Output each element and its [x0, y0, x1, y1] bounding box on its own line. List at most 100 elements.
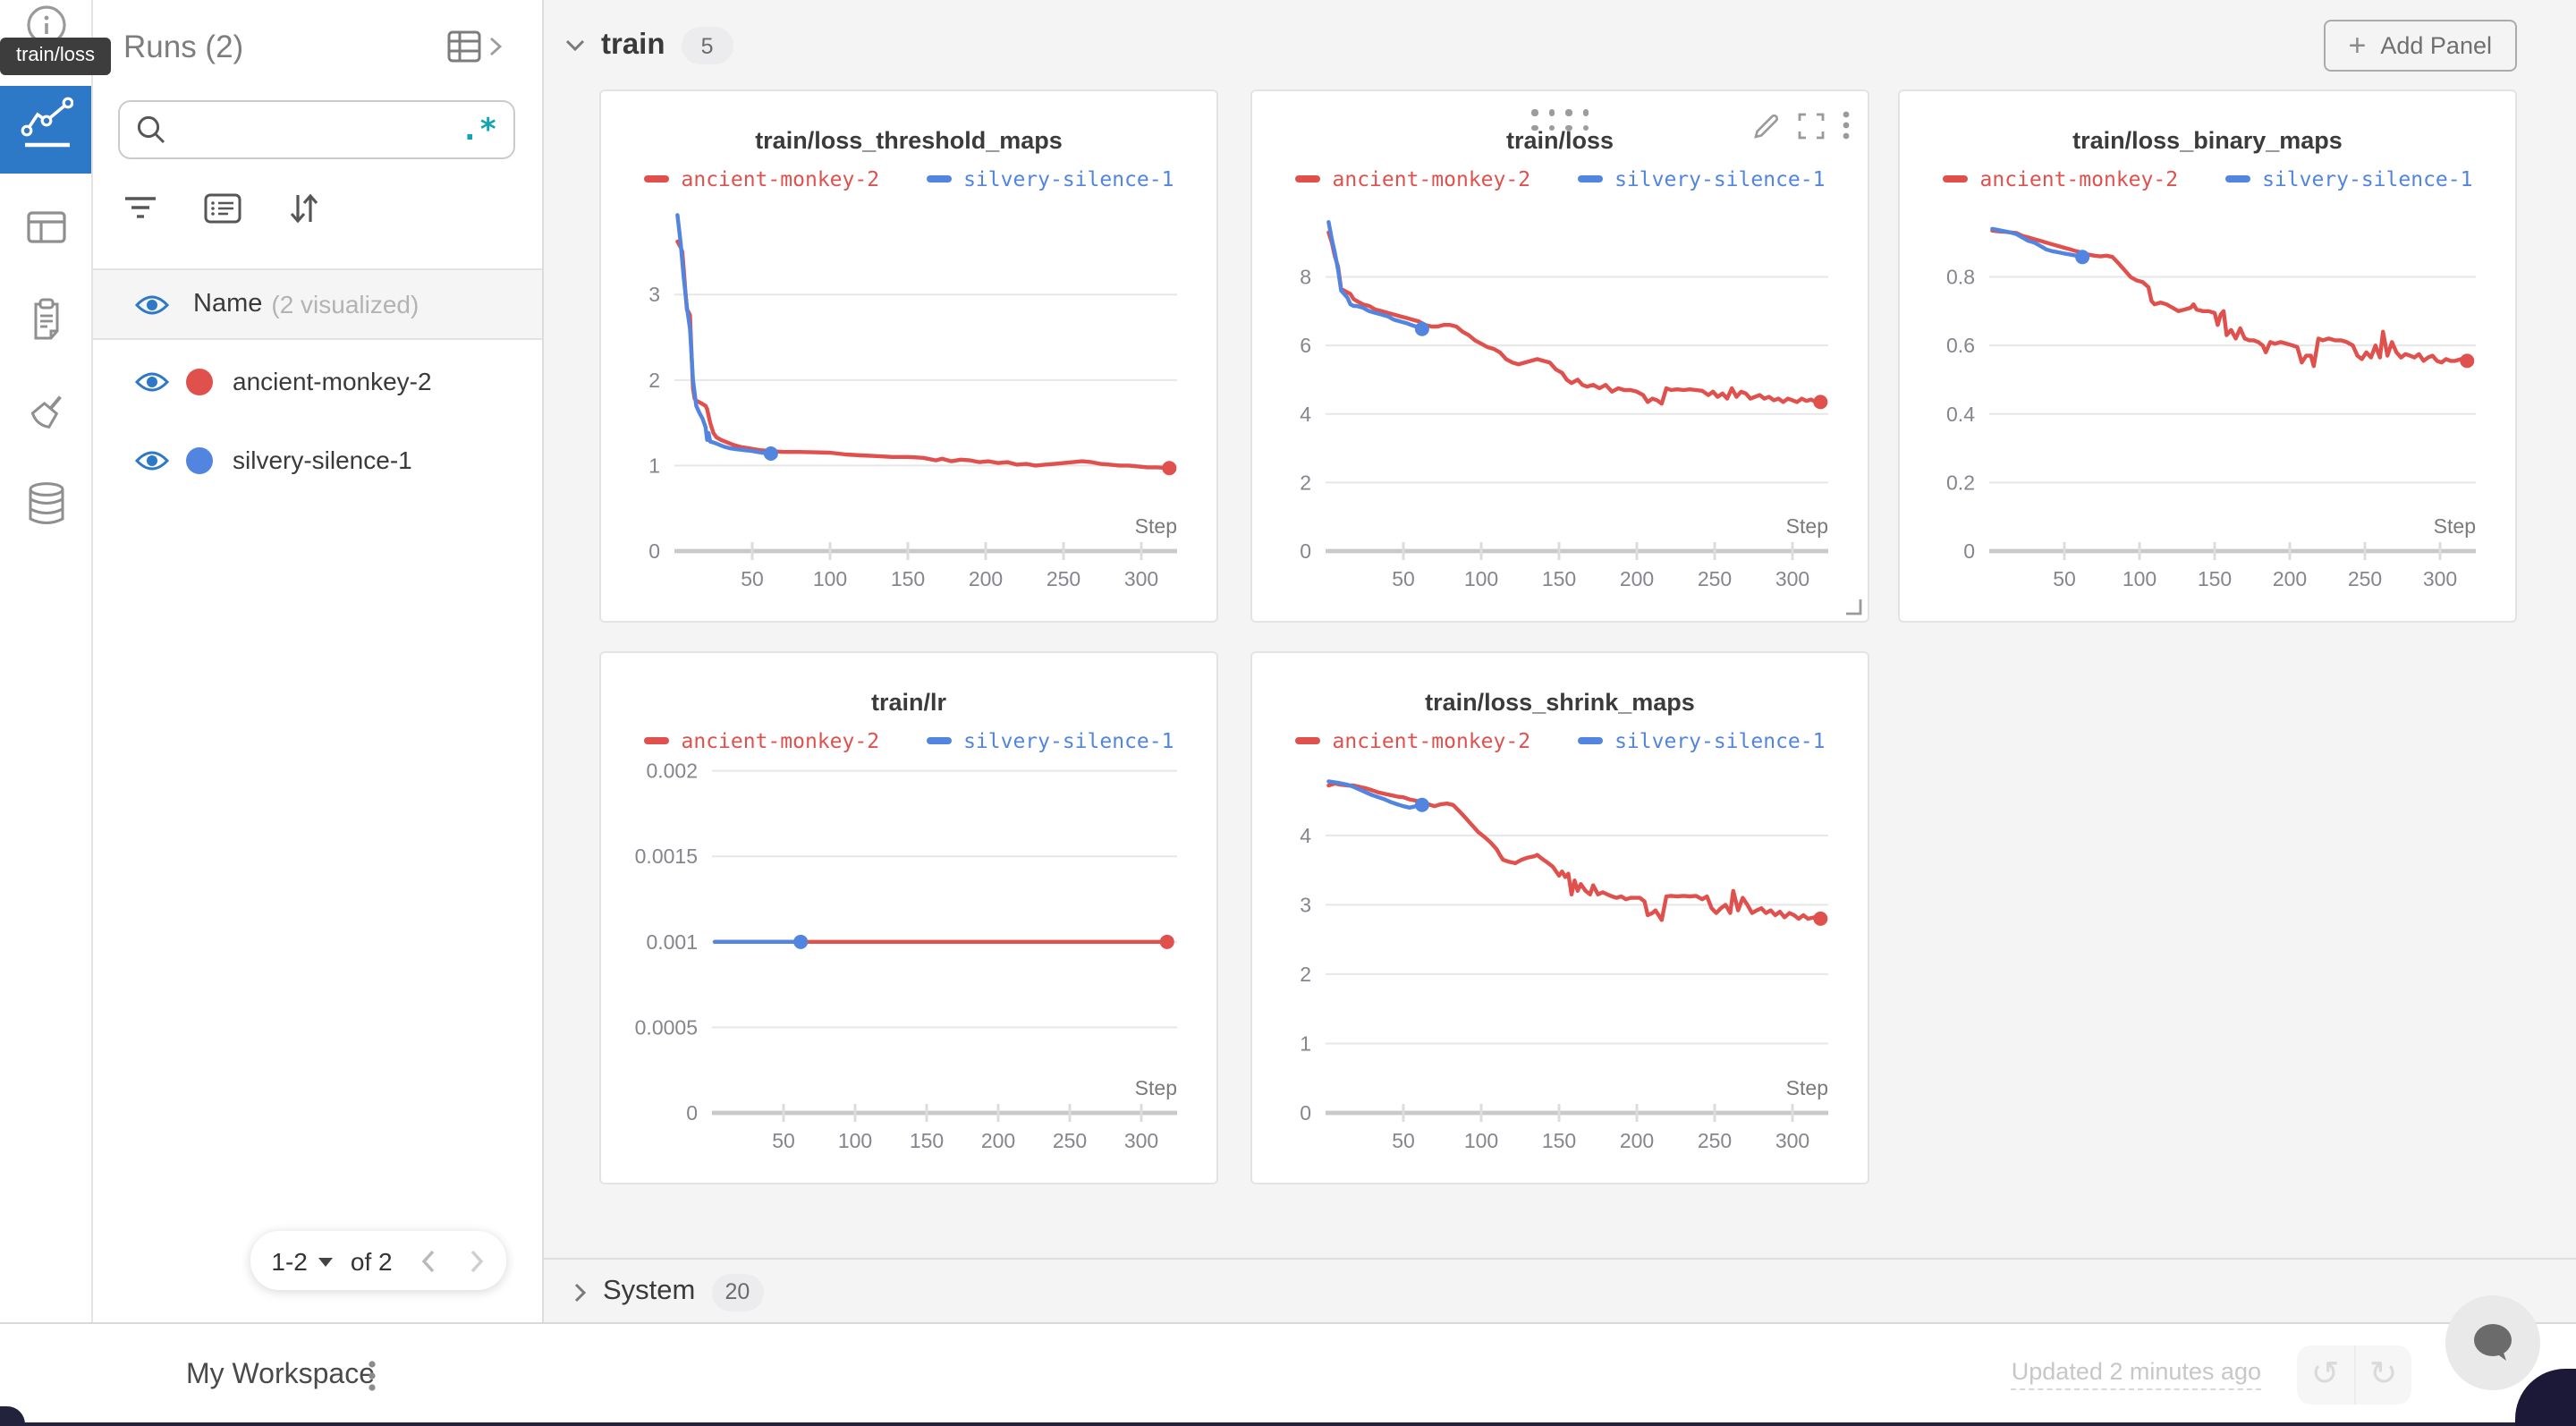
sort-button[interactable] — [283, 186, 326, 229]
nav-tables[interactable] — [0, 184, 91, 270]
panel-legend: ancient-monkey-2 silvery-silence-1 — [1252, 728, 1868, 753]
panel-train-loss-threshold-maps: train/loss_threshold_maps ancient-monkey… — [599, 89, 1218, 623]
svg-text:0.001: 0.001 — [646, 930, 698, 954]
bottom-bar: My Workspace Updated 2 minutes ago ↺ ↻ — [0, 1295, 2576, 1426]
eye-icon[interactable] — [134, 369, 170, 393]
runs-name-header-row[interactable]: Name (2 visualized) — [93, 268, 542, 340]
panel-legend: ancient-monkey-2 silvery-silence-1 — [1252, 166, 1868, 191]
undo-button[interactable]: ↺ — [2310, 1356, 2340, 1394]
svg-text:250: 250 — [1698, 1129, 1732, 1152]
runs-table-toggle-button[interactable] — [447, 30, 503, 63]
resize-corner-icon — [1846, 599, 1862, 615]
svg-text:0: 0 — [1300, 1101, 1311, 1125]
page-next-button[interactable] — [470, 1248, 486, 1273]
svg-text:300: 300 — [1124, 567, 1158, 590]
legend-swatch — [643, 737, 669, 744]
legend-item-ancient-monkey-2[interactable]: ancient-monkey-2 — [1294, 166, 1531, 191]
run-color-dot[interactable] — [186, 446, 213, 473]
svg-text:0: 0 — [1963, 539, 1975, 563]
section-header-train[interactable]: train 5 — [565, 27, 733, 64]
line-chart[interactable]: 50 100 150 200 250 300 0 1 2 3 4 Step — [1252, 653, 1868, 1183]
runs-toolbar — [118, 186, 326, 229]
runs-panel-title: Runs (2) — [123, 29, 244, 64]
legend-swatch — [1294, 737, 1320, 744]
nav-artifacts[interactable] — [0, 462, 91, 547]
svg-text:Step: Step — [1786, 514, 1828, 538]
chat-launcher-button[interactable] — [2445, 1295, 2540, 1390]
run-name[interactable]: ancient-monkey-2 — [233, 367, 432, 395]
updated-timestamp: Updated 2 minutes ago — [2011, 1358, 2261, 1390]
add-panel-button[interactable]: + Add Panel — [2323, 20, 2517, 72]
svg-text:4: 4 — [1300, 824, 1311, 847]
nav-tooltip-label: train/loss — [15, 45, 96, 66]
line-chart-icon — [20, 98, 72, 148]
name-column-header[interactable]: Name — [193, 290, 263, 318]
panel-train-loss-binary-maps: train/loss_binary_maps ancient-monkey-2 … — [1898, 89, 2517, 623]
panel-train-loss-shrink-maps: train/loss_shrink_maps ancient-monkey-2 … — [1250, 651, 1869, 1184]
nav-sweeps[interactable] — [0, 370, 91, 456]
svg-text:300: 300 — [2423, 567, 2457, 590]
pagination-caret-icon[interactable] — [318, 1258, 333, 1267]
clipboard-icon — [33, 298, 58, 340]
run-row-ancient-monkey-2[interactable]: ancient-monkey-2 — [93, 349, 542, 413]
panel-resize-handle[interactable] — [1844, 598, 1862, 615]
legend-item-silvery-silence-1[interactable]: silvery-silence-1 — [926, 166, 1174, 191]
legend-item-ancient-monkey-2[interactable]: ancient-monkey-2 — [643, 166, 879, 191]
legend-label: silvery-silence-1 — [963, 166, 1174, 191]
legend-item-silvery-silence-1[interactable]: silvery-silence-1 — [1577, 728, 1825, 753]
edit-panel-button[interactable] — [1753, 112, 1780, 139]
svg-text:0: 0 — [1300, 539, 1311, 563]
legend-label: ancient-monkey-2 — [1332, 166, 1531, 191]
svg-text:100: 100 — [2123, 567, 2157, 590]
panel-menu-button[interactable] — [1843, 111, 1850, 140]
run-search-input[interactable] — [179, 115, 462, 145]
run-color-dot[interactable] — [186, 368, 213, 395]
filter-button[interactable] — [118, 186, 161, 229]
fullscreen-panel-button[interactable] — [1798, 112, 1825, 139]
svg-text:250: 250 — [1046, 567, 1080, 590]
legend-item-silvery-silence-1[interactable]: silvery-silence-1 — [1577, 166, 1825, 191]
run-row-silvery-silence-1[interactable]: silvery-silence-1 — [93, 428, 542, 492]
workspace-panels-area: train 5 + Add Panel train/loss_threshold… — [544, 0, 2576, 1322]
page-prev-button[interactable] — [421, 1248, 437, 1273]
legend-swatch — [1577, 737, 1603, 744]
legend-item-silvery-silence-1[interactable]: silvery-silence-1 — [926, 728, 1174, 753]
nav-tooltip: train/loss — [0, 38, 111, 75]
nav-charts-workspace[interactable] — [0, 86, 91, 173]
group-settings-button[interactable] — [200, 186, 243, 229]
section-header-system[interactable]: System 20 — [544, 1258, 2576, 1324]
nav-reports[interactable] — [0, 276, 91, 361]
pagination-range[interactable]: 1-2 — [271, 1246, 308, 1275]
panel-legend: ancient-monkey-2 silvery-silence-1 — [601, 728, 1216, 753]
svg-text:Step: Step — [1786, 1076, 1828, 1099]
line-chart[interactable]: 50 100 150 200 250 300 0 1 2 3 Step — [601, 91, 1216, 621]
legend-item-ancient-monkey-2[interactable]: ancient-monkey-2 — [643, 728, 879, 753]
regex-toggle[interactable]: .* — [461, 112, 497, 148]
broom-icon — [30, 395, 61, 429]
redo-button[interactable]: ↻ — [2368, 1356, 2398, 1394]
legend-item-ancient-monkey-2[interactable]: ancient-monkey-2 — [1942, 166, 2178, 191]
section-panel-count: 20 — [711, 1273, 764, 1311]
legend-item-silvery-silence-1[interactable]: silvery-silence-1 — [2224, 166, 2472, 191]
panel-legend: ancient-monkey-2 silvery-silence-1 — [601, 166, 1216, 191]
legend-item-ancient-monkey-2[interactable]: ancient-monkey-2 — [1294, 728, 1530, 753]
workspace-title[interactable]: My Workspace — [186, 1360, 376, 1390]
legend-swatch — [1577, 175, 1603, 182]
svg-text:0: 0 — [686, 1101, 698, 1125]
panel-title: train/loss_threshold_maps — [755, 127, 1063, 154]
line-chart[interactable]: 50 100 150 200 250 300 0 0.2 0.4 0.6 0.8 Step — [1900, 91, 2515, 621]
run-name[interactable]: silvery-silence-1 — [233, 446, 412, 474]
svg-text:50: 50 — [772, 1129, 795, 1152]
panel-title: train/lr — [870, 689, 946, 716]
svg-text:150: 150 — [2198, 567, 2232, 590]
workspace-menu-button[interactable] — [369, 1324, 376, 1426]
svg-text:0.0015: 0.0015 — [635, 845, 698, 868]
search-icon — [137, 115, 165, 144]
panel-drag-handle[interactable] — [1252, 109, 1868, 131]
line-chart[interactable]: 50 100 150 200 250 300 0 2 4 6 8 Step — [1252, 91, 1868, 621]
eye-icon[interactable] — [134, 448, 170, 471]
svg-text:3: 3 — [648, 283, 660, 306]
line-chart[interactable]: 50 100 150 200 250 300 0 0.0005 0.001 0.0015 0.002… — [601, 653, 1216, 1183]
eye-icon[interactable] — [134, 293, 170, 316]
table-icon — [26, 211, 65, 243]
